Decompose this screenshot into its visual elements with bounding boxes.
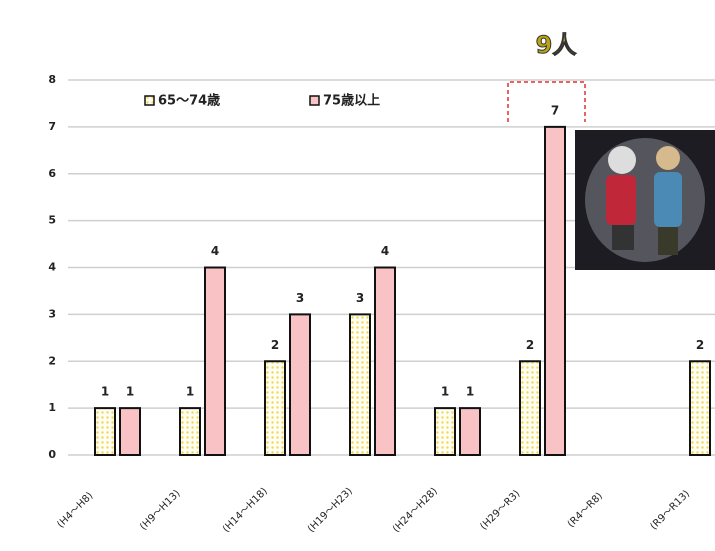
- x-tick-label: (H4〜H8): [55, 490, 95, 530]
- bar: [289, 313, 311, 456]
- bar: [544, 125, 566, 456]
- x-tick-label: (H9〜H13): [138, 488, 183, 533]
- legend-swatch: [144, 95, 155, 106]
- bracket: [507, 81, 586, 122]
- value-label: 2: [696, 338, 704, 352]
- bar: [264, 360, 286, 456]
- bar: [689, 360, 711, 456]
- bar: [434, 407, 456, 456]
- value-label: 4: [381, 244, 389, 258]
- legend-label: 75歳以上: [323, 93, 380, 109]
- value-label: 3: [356, 291, 364, 305]
- value-label: 4: [211, 244, 219, 258]
- photo: [575, 130, 715, 270]
- x-tick-label: (H14〜H18): [221, 486, 270, 535]
- y-tick-label: 5: [48, 214, 56, 227]
- bar: [179, 407, 201, 456]
- bar: [119, 407, 141, 456]
- bar: [459, 407, 481, 456]
- annotation: 9人: [536, 31, 577, 59]
- value-label: 1: [126, 385, 134, 399]
- y-tick-label: 1: [48, 401, 56, 414]
- x-tick-label: (R9〜R13): [649, 488, 693, 532]
- bar: [374, 266, 396, 456]
- value-label: 1: [186, 385, 194, 399]
- x-tick-label: (H24〜H28): [391, 486, 440, 535]
- bar: [204, 266, 226, 456]
- y-tick-label: 4: [48, 261, 56, 274]
- y-tick-label: 8: [48, 73, 56, 86]
- bar: [349, 313, 371, 456]
- legend-swatch: [309, 95, 320, 106]
- bar: [94, 407, 116, 456]
- value-label: 7: [551, 103, 559, 117]
- value-label: 1: [101, 385, 109, 399]
- value-label: 2: [526, 338, 534, 352]
- y-tick-label: 2: [48, 354, 56, 367]
- y-tick-label: 7: [48, 120, 56, 133]
- x-tick-label: (R4〜R8): [566, 491, 605, 530]
- bar: [519, 360, 541, 456]
- x-tick-label: (H19〜H23): [306, 486, 355, 535]
- value-label: 2: [271, 338, 279, 352]
- value-label: 1: [441, 385, 449, 399]
- y-tick-label: 3: [48, 307, 56, 320]
- bars: [94, 125, 711, 456]
- y-tick-label: 0: [48, 448, 56, 461]
- value-label: 1: [466, 385, 474, 399]
- value-label: 3: [296, 291, 304, 305]
- y-tick-label: 6: [48, 167, 56, 180]
- legend-label: 65〜74歳: [158, 93, 220, 109]
- x-tick-label: (H29〜R3): [478, 488, 522, 532]
